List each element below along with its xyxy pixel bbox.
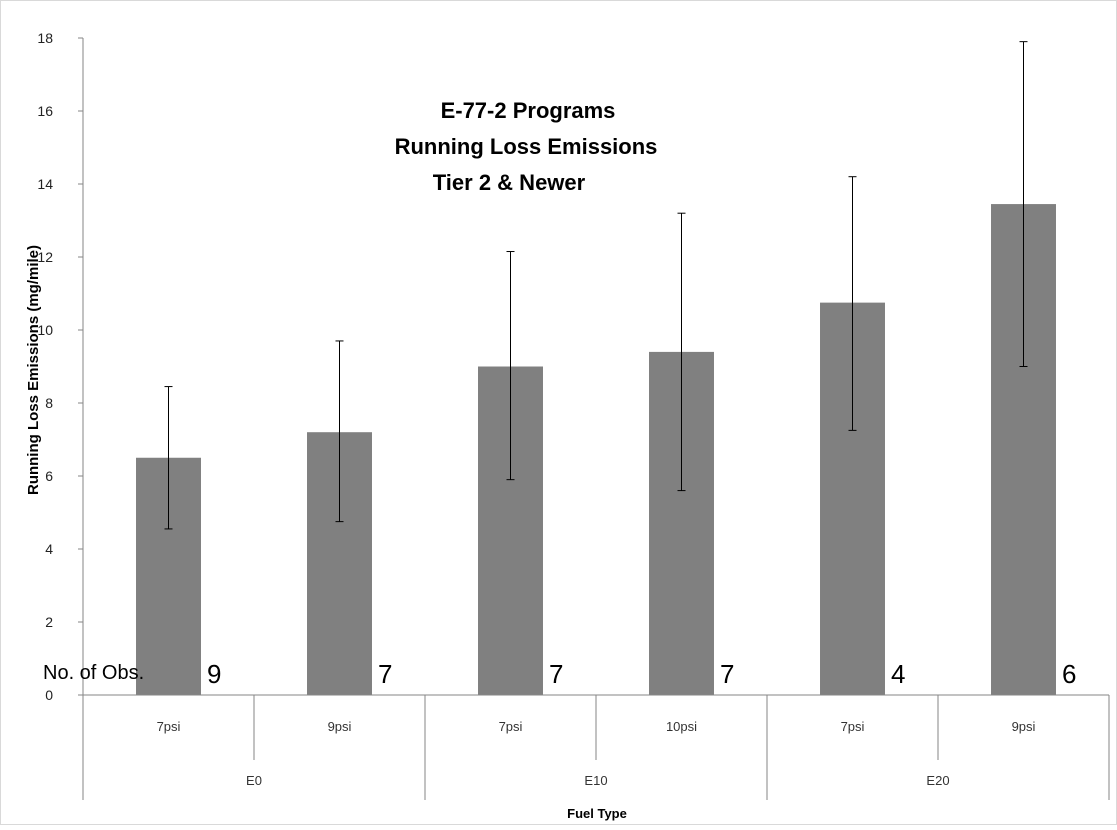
x-category-label-3: 10psi	[666, 719, 697, 734]
y-tick-label-1: 2	[45, 614, 53, 630]
obs-count-3: 7	[720, 659, 734, 689]
chart-title-line-2: Running Loss Emissions	[395, 134, 658, 159]
obs-count-2: 7	[549, 659, 563, 689]
obs-count-4: 4	[891, 659, 905, 689]
y-tick-label-6: 12	[37, 249, 53, 265]
obs-label: No. of Obs.	[43, 662, 144, 684]
chart-title-line-3: Tier 2 & Newer	[433, 170, 586, 195]
x-group-label-1: E10	[584, 773, 607, 788]
y-tick-label-7: 14	[37, 176, 53, 192]
x-axis-title: Fuel Type	[567, 806, 627, 821]
y-tick-label-4: 8	[45, 395, 53, 411]
obs-count-5: 6	[1062, 659, 1076, 689]
x-category-label-1: 9psi	[328, 719, 352, 734]
y-tick-label-2: 4	[45, 541, 53, 557]
x-group-label-2: E20	[926, 773, 949, 788]
y-axis-title: Running Loss Emissions (mg/mile)	[25, 245, 42, 495]
x-group-label-0: E0	[246, 773, 262, 788]
y-tick-label-9: 18	[37, 30, 53, 46]
chart-title-line-1: E-77-2 Programs	[441, 98, 616, 123]
obs-count-0: 9	[207, 659, 221, 689]
obs-count-1: 7	[378, 659, 392, 689]
x-category-label-0: 7psi	[157, 719, 181, 734]
x-category-label-5: 9psi	[1012, 719, 1036, 734]
x-category-label-2: 7psi	[499, 719, 523, 734]
y-tick-label-8: 16	[37, 103, 53, 119]
y-tick-label-5: 10	[37, 322, 53, 338]
x-category-label-4: 7psi	[841, 719, 865, 734]
y-tick-label-0: 0	[45, 687, 53, 703]
y-tick-label-3: 6	[45, 468, 53, 484]
